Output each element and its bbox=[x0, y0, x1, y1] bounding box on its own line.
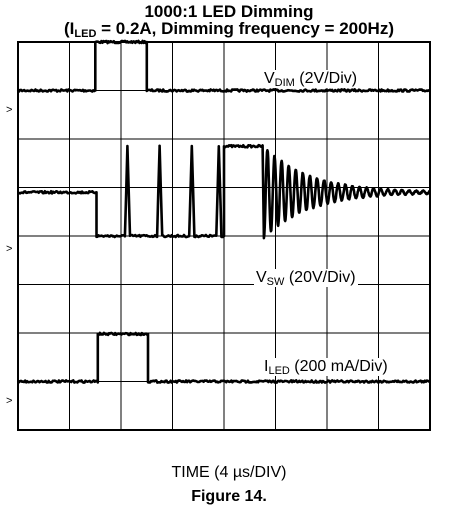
vsw-ground-marker: > bbox=[6, 243, 13, 255]
chart-title: 1000:1 LED Dimming bbox=[144, 2, 314, 21]
figure-caption: Figure 14. bbox=[191, 488, 267, 505]
trace-i-led bbox=[16, 331, 431, 384]
chart-subtitle: (ILED = 0.2A, Dimming frequency = 200Hz) bbox=[64, 19, 394, 40]
iled-label: ILED (200 mA/Div) bbox=[262, 358, 390, 377]
traces bbox=[16, 39, 431, 384]
trace-v-dim bbox=[16, 39, 431, 93]
vdim-ground-marker: > bbox=[6, 104, 13, 116]
trace-v-sw bbox=[17, 143, 431, 240]
x-axis-label: TIME (4 µs/DIV) bbox=[171, 464, 287, 481]
vsw-label: VSW (20V/Div) bbox=[254, 269, 358, 288]
vdim-label: VDIM (2V/Div) bbox=[262, 70, 360, 89]
iled-ground-marker: > bbox=[6, 395, 13, 407]
